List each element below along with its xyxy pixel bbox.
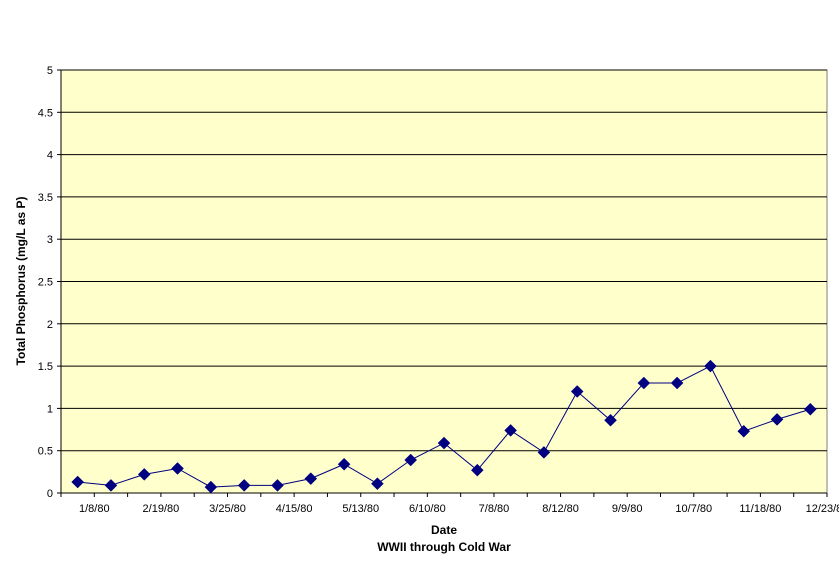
x-tick-label: 5/13/80 — [342, 503, 379, 515]
x-tick-label: 10/7/80 — [675, 503, 712, 515]
series-phosphorus — [71, 359, 817, 494]
y-tick-label: 0.5 — [38, 446, 53, 458]
data-point — [304, 472, 318, 485]
x-tick-label: 8/12/80 — [542, 503, 579, 515]
x-axis-ticks: 1/8/80 2/19/80 3/25/80 4/15/80 5/13/80 6/10/8… — [60, 493, 839, 515]
x-tick-label: 11/18/80 — [739, 503, 781, 515]
gridlines — [61, 69, 827, 452]
x-tick-label: 1/8/80 — [79, 503, 110, 515]
data-point — [737, 424, 751, 438]
y-tick-label: 2.5 — [38, 277, 53, 289]
data-point — [570, 385, 584, 398]
data-point — [670, 376, 684, 390]
y-axis-title: Total Phosphorus (mg/L as P) — [14, 197, 28, 366]
y-tick-label: 0 — [47, 488, 53, 500]
x-tick-label: 2/19/80 — [143, 503, 180, 515]
data-point — [271, 479, 284, 492]
data-point — [704, 359, 717, 373]
data-point — [404, 453, 418, 467]
data-point — [371, 477, 384, 491]
y-tick-label: 3.5 — [38, 192, 53, 204]
data-point — [171, 462, 184, 475]
data-point — [604, 413, 617, 427]
y-tick-label: 3 — [47, 234, 53, 246]
data-point — [104, 479, 118, 492]
x-tick-label: 3/25/80 — [209, 503, 246, 515]
x-tick-label: 12/23/80 — [806, 503, 839, 515]
data-point — [470, 463, 484, 477]
data-point — [537, 446, 551, 459]
data-point — [137, 468, 151, 481]
data-point — [237, 479, 251, 492]
data-point — [71, 475, 85, 489]
y-tick-label: 4.5 — [38, 107, 53, 119]
x-tick-label: 7/8/80 — [479, 503, 510, 515]
y-axis-ticks: 0 0.5 1 1.5 2 2.5 3 3.5 4 4.5 5 — [38, 65, 61, 500]
x-axis-title: Date — [431, 523, 457, 537]
data-point — [637, 376, 651, 390]
y-tick-label: 2 — [47, 319, 53, 331]
data-point — [504, 424, 517, 437]
data-point — [337, 457, 351, 471]
y-tick-label: 1 — [47, 403, 53, 415]
data-point — [437, 436, 451, 450]
data-point — [204, 480, 218, 494]
x-tick-label: 4/15/80 — [276, 503, 313, 515]
data-point — [803, 402, 817, 416]
data-point — [770, 413, 784, 426]
x-tick-label: 6/10/80 — [409, 503, 446, 515]
x-axis-subtitle: WWII through Cold War — [377, 540, 511, 554]
y-tick-label: 5 — [47, 65, 53, 77]
x-tick-label: 9/9/80 — [612, 503, 643, 515]
y-tick-label: 4 — [47, 150, 53, 162]
y-tick-label: 1.5 — [38, 361, 53, 373]
